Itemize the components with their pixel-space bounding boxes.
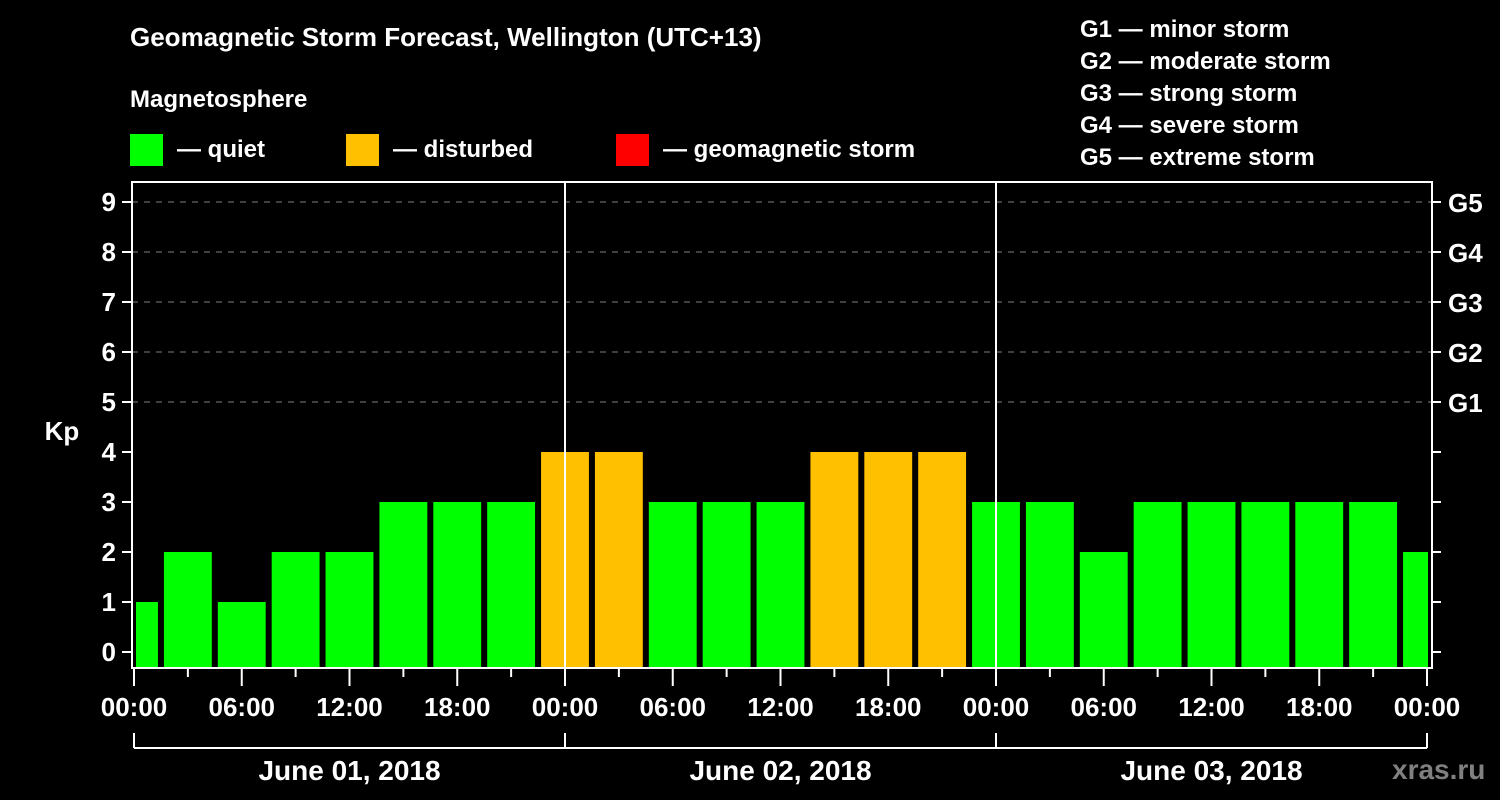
kp-bar-quiet	[217, 602, 266, 667]
x-tick-label: 06:00	[1071, 692, 1138, 722]
plot-frame	[131, 181, 1433, 669]
quiet-swatch	[130, 134, 163, 166]
kp-bar-quiet	[756, 502, 805, 667]
kp-bar-quiet	[271, 552, 320, 667]
legend-label: — disturbed	[393, 136, 534, 163]
storm-level-label: G1	[1448, 388, 1483, 418]
storm-scale-g5: G5 — extreme storm	[1080, 144, 1315, 171]
storm-scale-list: G1 — minor storm G2 — moderate storm G3 …	[1080, 14, 1331, 174]
watermark: xras.ru	[1392, 754, 1486, 785]
kp-bar-quiet	[163, 552, 212, 667]
storm-scale-g1: G1 — minor storm	[1080, 16, 1290, 43]
day-label: June 03, 2018	[1120, 755, 1302, 786]
kp-bar-quiet	[1025, 502, 1074, 667]
y-tick-label: 4	[102, 437, 117, 467]
x-tick-label: 00:00	[532, 692, 599, 722]
storm-level-label: G3	[1448, 288, 1483, 318]
x-tick-label: 12:00	[1178, 692, 1245, 722]
y-tick-label: 1	[102, 587, 116, 617]
storm-level-label: G4	[1448, 238, 1483, 268]
x-tick-label: 06:00	[209, 692, 276, 722]
y-tick-label: 0	[102, 637, 116, 667]
kp-bar-quiet	[702, 502, 751, 667]
day-label: June 02, 2018	[689, 755, 871, 786]
kp-bar-quiet	[1295, 502, 1344, 667]
disturbed-swatch	[346, 134, 379, 166]
x-tick-label: 18:00	[424, 692, 491, 722]
y-tick-label: 9	[102, 187, 116, 217]
storm-swatch	[616, 134, 649, 166]
kp-bar-quiet	[1133, 502, 1182, 667]
legend-heading: Magnetosphere	[130, 86, 308, 113]
axes: 0 1 2 3 4 5 6 7 8 9 G1 G2 G3 G4 G5 00:00 06:00 12:00 18:00…	[101, 181, 1483, 786]
y-tick-label: 3	[102, 487, 116, 517]
kp-bar-quiet	[1187, 502, 1236, 667]
storm-level-label: G5	[1448, 188, 1483, 218]
kp-bar-disturbed	[918, 452, 967, 667]
storm-scale-g3: G3 — strong storm	[1080, 80, 1298, 107]
kp-bar-disturbed	[810, 452, 859, 667]
legend-label: — quiet	[177, 136, 265, 163]
y-tick-label: 2	[102, 537, 116, 567]
x-tick-label: 18:00	[1286, 692, 1353, 722]
kp-bar-quiet	[433, 502, 482, 667]
kp-bar-quiet	[648, 502, 697, 667]
kp-bar-disturbed	[594, 452, 643, 667]
gridlines	[132, 201, 1432, 403]
chart-title: Geomagnetic Storm Forecast, Wellington (…	[130, 22, 762, 52]
kp-bar-quiet	[379, 502, 428, 667]
y-tick-label: 8	[102, 237, 116, 267]
y-tick-label: 5	[102, 387, 116, 417]
y-axis-label: Kp	[45, 416, 80, 446]
kp-bar-quiet	[487, 502, 536, 667]
storm-scale-g4: G4 — severe storm	[1080, 112, 1299, 139]
legend-label: — geomagnetic storm	[663, 136, 916, 163]
kp-bar-quiet	[1241, 502, 1290, 667]
legend-item-storm: — geomagnetic storm	[616, 134, 915, 166]
storm-level-label: G2	[1448, 338, 1483, 368]
x-tick-label: 06:00	[640, 692, 707, 722]
kp-bar-quiet	[1079, 552, 1128, 667]
x-tick-label: 12:00	[316, 692, 383, 722]
kp-bar-disturbed	[864, 452, 913, 667]
kp-bar-quiet	[136, 602, 158, 667]
legend-item-disturbed: — disturbed	[346, 134, 533, 166]
x-tick-label: 18:00	[855, 692, 922, 722]
y-tick-label: 7	[102, 287, 116, 317]
x-tick-label: 00:00	[101, 692, 168, 722]
storm-scale-g2: G2 — moderate storm	[1080, 48, 1331, 75]
x-tick-label: 12:00	[747, 692, 814, 722]
x-tick-label: 00:00	[963, 692, 1030, 722]
kp-bar-quiet	[1349, 502, 1398, 667]
kp-bar-quiet	[1403, 552, 1428, 667]
legend-item-quiet: — quiet	[130, 134, 265, 166]
kp-bar-quiet	[325, 552, 374, 667]
bars	[136, 452, 1428, 667]
y-tick-label: 6	[102, 337, 116, 367]
x-tick-label: 00:00	[1394, 692, 1461, 722]
day-label: June 01, 2018	[258, 755, 440, 786]
